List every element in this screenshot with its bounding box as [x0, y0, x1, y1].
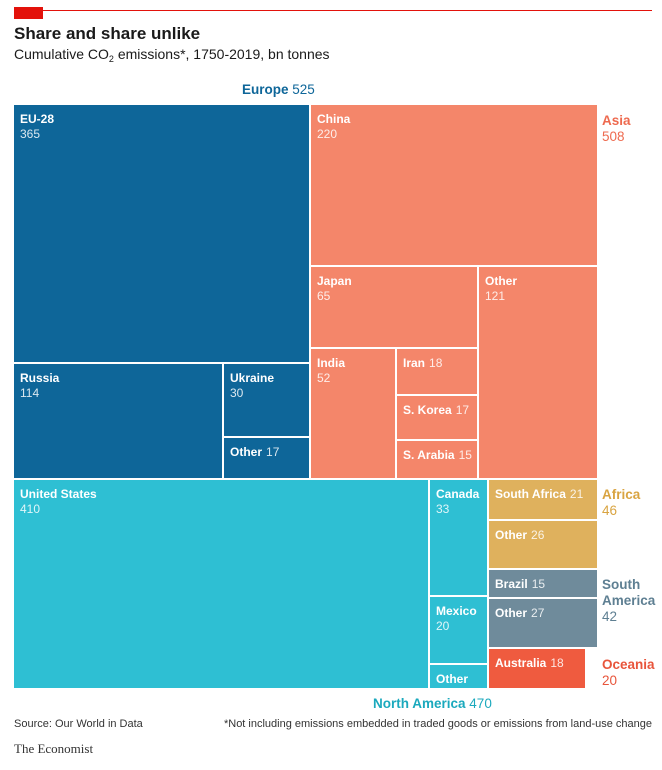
cell-value-europe-eu-28: 365	[20, 127, 40, 141]
cell-value-north-america-canada: 33	[436, 502, 450, 516]
cell-value-oceania-australia: 18	[550, 656, 564, 670]
footnote: *Not including emissions embedded in tra…	[223, 718, 652, 730]
cell-europe-eu-28	[14, 105, 309, 362]
cell-europe-other	[224, 438, 309, 478]
cell-value-asia-china: 220	[317, 127, 337, 141]
cell-label-asia-india: India	[317, 356, 345, 370]
cell-europe-russia	[14, 364, 222, 478]
group-value: 20	[602, 673, 618, 688]
cell-north-america-mexico	[430, 597, 487, 663]
cell-asia-s-arabia	[397, 441, 477, 478]
cell-asia-s-korea	[397, 396, 477, 439]
cell-north-america-other	[430, 665, 487, 688]
cell-value-asia-other: 121	[485, 289, 505, 303]
group-name: North America	[373, 696, 466, 711]
cell-value-asia-s-korea: 17	[456, 403, 470, 417]
cell-africa-other	[489, 521, 597, 568]
cell-label-north-america-mexico: Mexico	[436, 604, 477, 618]
cell-asia-other	[479, 267, 597, 478]
cell-north-america-canada	[430, 480, 487, 595]
cell-label-north-america-united-states: United States	[20, 487, 97, 501]
group-name: Asia	[602, 113, 631, 128]
group-label-europe: Europe 525	[242, 82, 315, 98]
cell-label-asia-japan: Japan	[317, 274, 352, 288]
cell-label-asia-china: China	[317, 112, 351, 126]
source-note: Source: Our World in Data	[14, 718, 143, 730]
group-label-north-america: North America 470	[373, 696, 492, 712]
cell-asia-japan	[311, 267, 477, 347]
cell-value-north-america-mexico: 20	[436, 619, 450, 633]
cell-north-america-united-states	[14, 480, 428, 688]
group-name: Africa	[602, 487, 641, 502]
cell-value-south-america-other: 27	[531, 606, 545, 620]
cell-value-north-america-united-states: 410	[20, 502, 40, 516]
chart-title: Share and share unlike	[14, 24, 201, 43]
cell-label-asia-s-arabia: S. Arabia	[403, 448, 455, 462]
cell-label-europe-eu-28: EU-28	[20, 112, 54, 126]
cell-value-south-america-brazil: 15	[532, 577, 546, 591]
cell-oceania-australia	[489, 649, 585, 688]
cell-label-europe-russia: Russia	[20, 371, 60, 385]
cell-label-africa-other: Other	[495, 528, 527, 542]
cell-value-europe-ukraine: 30	[230, 386, 244, 400]
cell-label-oceania-australia: Australia	[495, 656, 547, 670]
group-value: 42	[602, 609, 618, 624]
cell-value-asia-iran: 18	[429, 356, 443, 370]
subtitle-subscript: 2	[108, 54, 114, 64]
header-rule	[14, 10, 652, 11]
publisher-brand: The Economist	[14, 741, 94, 756]
group-value: 470	[469, 696, 492, 711]
group-name: Europe	[242, 82, 289, 97]
cell-asia-china	[311, 105, 597, 265]
cell-label-north-america-canada: Canada	[436, 487, 480, 501]
group-label-south-america: South America 42	[602, 577, 660, 625]
cell-label-south-america-brazil: Brazil	[495, 577, 528, 591]
group-name: Oceania	[602, 657, 655, 672]
group-label-africa: Africa 46	[602, 487, 640, 519]
subtitle-main: Cumulative CO	[14, 46, 109, 62]
group-label-asia: Asia 508	[602, 113, 631, 145]
group-name: South America	[602, 577, 656, 608]
cell-label-europe-other: Other	[230, 445, 262, 459]
chart-subtitle: Cumulative CO2 emissions*, 1750-2019, bn…	[14, 46, 330, 64]
cell-label-north-america-other: Other	[436, 672, 468, 686]
cell-value-europe-russia: 114	[20, 386, 39, 400]
cell-value-africa-south-africa: 21	[570, 487, 584, 501]
cell-label-south-america-other: Other	[495, 606, 527, 620]
cell-value-asia-japan: 65	[317, 289, 331, 303]
cell-value-asia-s-arabia: 15	[459, 448, 473, 462]
group-label-oceania: Oceania 20	[602, 657, 655, 689]
cell-label-asia-s-korea: S. Korea	[403, 403, 452, 417]
group-value: 46	[602, 503, 618, 518]
cell-value-europe-other: 17	[266, 445, 280, 459]
group-value: 525	[292, 82, 315, 97]
cell-label-africa-south-africa: South Africa	[495, 487, 566, 501]
group-value: 508	[602, 129, 625, 144]
cell-value-asia-india: 52	[317, 371, 331, 385]
subtitle-rest: emissions*, 1750-2019, bn tonnes	[113, 46, 330, 62]
cell-africa-south-africa	[489, 480, 597, 519]
cell-value-africa-other: 26	[531, 528, 545, 542]
cell-asia-iran	[397, 349, 477, 394]
cell-label-asia-other: Other	[485, 274, 517, 288]
cell-south-america-brazil	[489, 570, 597, 597]
cell-label-asia-iran: Iran	[403, 356, 425, 370]
cell-south-america-other	[489, 599, 597, 647]
cell-label-europe-ukraine: Ukraine	[230, 371, 274, 385]
cell-europe-ukraine	[224, 364, 309, 436]
cell-asia-india	[311, 349, 395, 478]
